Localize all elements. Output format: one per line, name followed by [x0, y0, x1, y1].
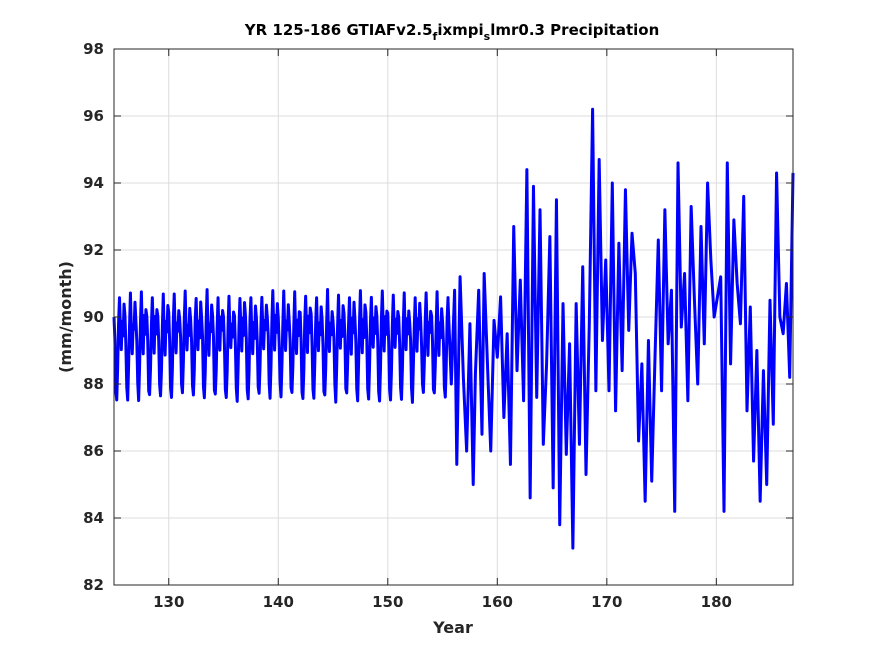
- series-line-group: [112, 107, 795, 550]
- y-tick-label: 94: [83, 174, 104, 192]
- ticks: [114, 48, 793, 586]
- y-tick-label: 88: [83, 375, 104, 393]
- x-tick-label: 170: [591, 593, 622, 611]
- title-subscript-f: f: [433, 30, 438, 43]
- x-tick-label: 140: [263, 593, 294, 611]
- y-axis-label: (mm/month): [56, 261, 75, 373]
- y-tick-label: 98: [83, 40, 104, 58]
- x-tick-label: 150: [372, 593, 403, 611]
- chart-title: YR 125-186 GTIAFv2.5fixmpislmr0.3 Precip…: [244, 21, 660, 43]
- y-tick-label: 86: [83, 442, 104, 460]
- y-tick-label: 96: [83, 107, 104, 125]
- title-part-2: ixmpi: [437, 21, 483, 39]
- y-tick-label: 82: [83, 576, 104, 594]
- x-tick-labels: 130 140 150 160 170 180: [153, 593, 732, 611]
- title-part-3: lmr0.3 Precipitation: [490, 21, 659, 39]
- y-tick-label: 90: [83, 308, 104, 326]
- grid-lines: [114, 49, 793, 585]
- x-axis-label: Year: [432, 618, 473, 637]
- y-tick-label: 92: [83, 241, 104, 259]
- x-tick-label: 130: [153, 593, 184, 611]
- x-tick-label: 180: [701, 593, 732, 611]
- y-tick-label: 84: [83, 509, 104, 527]
- title-subscript-s: s: [484, 30, 491, 43]
- title-part-1: YR 125-186 GTIAFv2.5: [244, 21, 433, 39]
- x-tick-label: 160: [482, 593, 513, 611]
- precipitation-series-line: [112, 107, 795, 550]
- y-tick-labels: 82 84 86 88 90 92 94 96 98: [83, 40, 104, 594]
